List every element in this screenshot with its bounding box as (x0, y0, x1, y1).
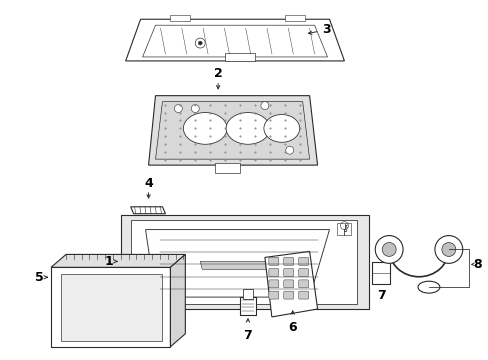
Ellipse shape (225, 113, 269, 144)
Text: 8: 8 (473, 258, 481, 271)
FancyBboxPatch shape (283, 257, 293, 265)
Circle shape (434, 235, 462, 264)
FancyBboxPatch shape (268, 257, 278, 265)
Circle shape (285, 146, 293, 154)
Polygon shape (130, 207, 165, 214)
FancyBboxPatch shape (268, 291, 278, 299)
Circle shape (382, 243, 395, 256)
Circle shape (261, 102, 268, 109)
FancyBboxPatch shape (298, 280, 308, 288)
FancyBboxPatch shape (298, 269, 308, 276)
Bar (170, 15, 190, 21)
Polygon shape (51, 267, 170, 347)
Bar (224, 53, 254, 61)
Text: 4: 4 (144, 177, 153, 190)
Text: 3: 3 (322, 23, 330, 36)
FancyBboxPatch shape (283, 269, 293, 276)
Bar (284, 15, 304, 21)
Text: ⚷: ⚷ (340, 222, 347, 233)
Bar (371, 262, 389, 284)
Polygon shape (61, 274, 162, 341)
FancyBboxPatch shape (298, 291, 308, 299)
Polygon shape (125, 19, 344, 61)
Polygon shape (170, 255, 185, 347)
Text: 6: 6 (288, 321, 296, 334)
Text: 7: 7 (376, 289, 385, 302)
Circle shape (174, 105, 182, 113)
Polygon shape (155, 102, 309, 159)
Polygon shape (148, 96, 317, 165)
Circle shape (441, 243, 455, 256)
Text: 7: 7 (243, 329, 252, 342)
Polygon shape (51, 255, 185, 267)
FancyBboxPatch shape (268, 269, 278, 276)
Polygon shape (130, 220, 357, 304)
Polygon shape (145, 230, 329, 297)
Ellipse shape (183, 113, 226, 144)
Text: 2: 2 (213, 67, 222, 80)
Circle shape (374, 235, 402, 264)
Polygon shape (142, 25, 327, 57)
Circle shape (191, 105, 199, 113)
Bar (240, 297, 255, 315)
FancyBboxPatch shape (283, 280, 293, 288)
Polygon shape (264, 251, 317, 317)
Polygon shape (121, 215, 368, 309)
Ellipse shape (264, 114, 299, 142)
Text: 5: 5 (35, 271, 43, 284)
Circle shape (198, 41, 202, 45)
FancyBboxPatch shape (283, 291, 293, 299)
Text: 1: 1 (104, 255, 113, 268)
Bar (243, 289, 252, 299)
FancyBboxPatch shape (268, 280, 278, 288)
Ellipse shape (417, 281, 439, 293)
Bar (337, 223, 351, 235)
Bar (215, 163, 240, 173)
Polygon shape (200, 261, 269, 269)
FancyBboxPatch shape (298, 257, 308, 265)
